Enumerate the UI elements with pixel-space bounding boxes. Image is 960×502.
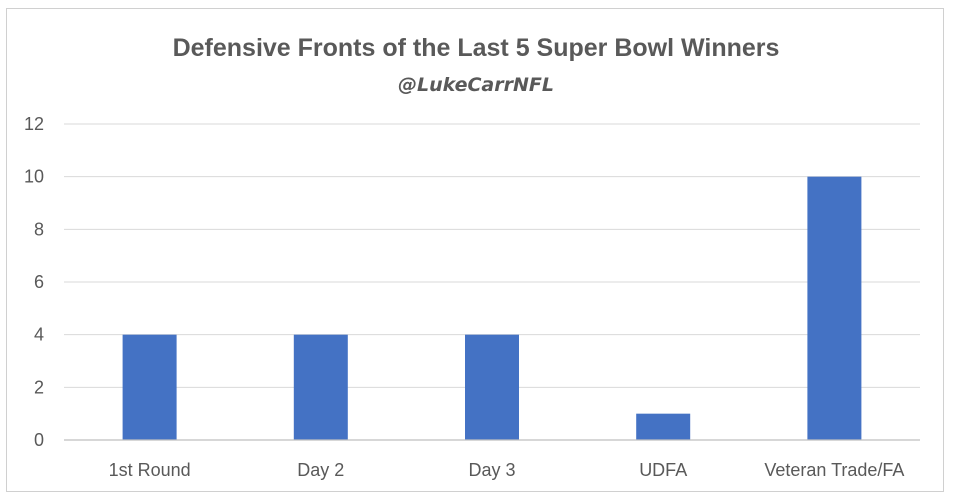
x-tick-label: Veteran Trade/FA	[764, 460, 904, 480]
y-axis-tick-labels: 0 2 4 6 8 10 12	[24, 114, 44, 450]
y-tick-label: 8	[34, 219, 44, 239]
x-tick-label: UDFA	[639, 460, 687, 480]
bars	[122, 176, 862, 440]
x-tick-label: 1st Round	[109, 460, 191, 480]
bar	[465, 334, 519, 440]
y-tick-label: 4	[34, 325, 44, 345]
y-tick-label: 0	[34, 430, 44, 450]
gridlines	[64, 123, 920, 388]
bar	[293, 334, 348, 440]
chart-title: Defensive Fronts of the Last 5 Super Bow…	[173, 34, 780, 62]
x-axis-tick-labels: 1st Round Day 2 Day 3 UDFA Veteran Trade/FA	[109, 460, 905, 480]
bar	[122, 334, 177, 440]
x-tick-label: Day 3	[468, 460, 515, 480]
x-tick-label: Day 2	[297, 460, 344, 480]
bar	[636, 413, 691, 440]
y-tick-label: 10	[24, 167, 44, 187]
y-tick-label: 12	[24, 114, 44, 134]
y-tick-label: 2	[34, 377, 44, 397]
bar	[807, 176, 862, 440]
chart-subtitle: @LukeCarrNFL	[398, 74, 554, 96]
y-tick-label: 6	[34, 272, 44, 292]
